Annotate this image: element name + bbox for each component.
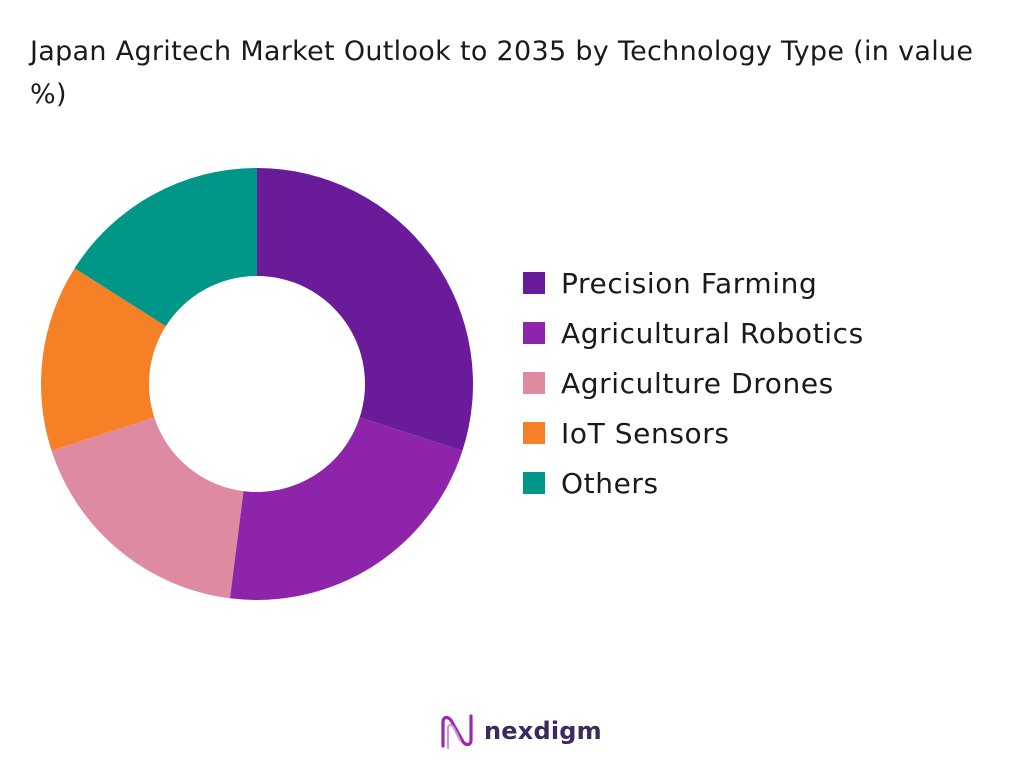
legend-item-agriculture-drones: Agriculture Drones [523, 358, 864, 408]
donut-slice-iot-sensors [41, 268, 166, 451]
donut-slices [41, 168, 473, 600]
legend-item-iot-sensors: IoT Sensors [523, 408, 864, 458]
donut-slice-precision-farming [257, 168, 473, 451]
legend-item-precision-farming: Precision Farming [523, 258, 864, 308]
legend-label: IoT Sensors [561, 416, 730, 450]
legend-swatch [523, 422, 545, 444]
legend-swatch [523, 272, 545, 294]
brand-footer: nexdigm [440, 712, 602, 750]
legend-item-others: Others [523, 458, 864, 508]
donut-slice-agricultural-robotics [229, 417, 463, 600]
legend-swatch [523, 472, 545, 494]
legend-label: Others [561, 466, 659, 500]
legend-label: Precision Farming [561, 266, 818, 300]
legend-item-agricultural-robotics: Agricultural Robotics [523, 308, 864, 358]
legend-label: Agricultural Robotics [561, 316, 864, 350]
brand-name: nexdigm [484, 717, 602, 745]
legend-swatch [523, 322, 545, 344]
donut-slice-others [74, 168, 257, 327]
legend-swatch [523, 372, 545, 394]
nexdigm-wave-logo-icon [441, 714, 473, 749]
chart-legend: Precision Farming Agricultural Robotics … [523, 258, 864, 508]
legend-label: Agriculture Drones [561, 366, 834, 400]
donut-slice-agriculture-drones [51, 417, 244, 599]
chart-title: Japan Agritech Market Outlook to 2035 by… [30, 36, 974, 110]
